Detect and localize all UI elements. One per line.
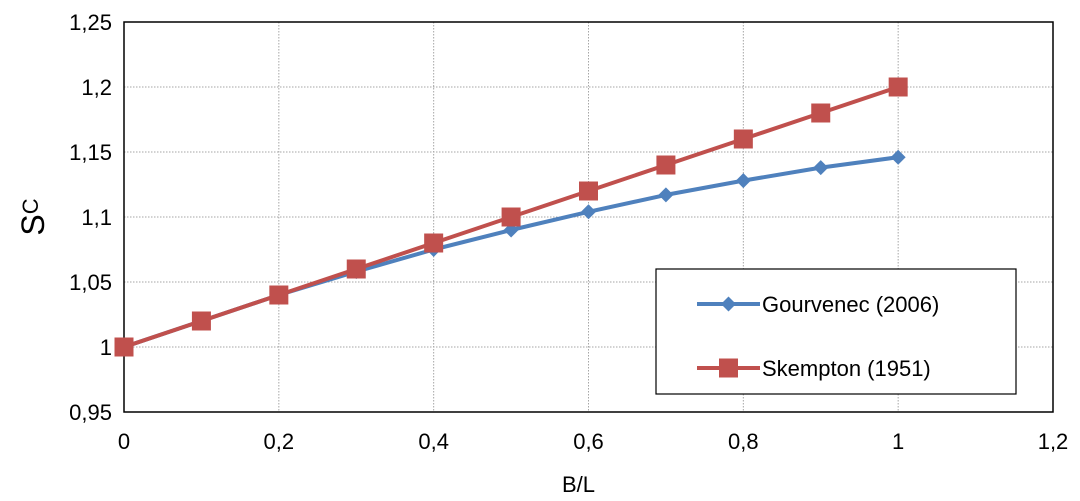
data-point (191, 311, 211, 331)
x-tick-labels: 0 0,2 0,4 0,6 0,8 1 1,2 (118, 429, 1068, 454)
x-axis-title: B/L (562, 472, 595, 497)
data-point (890, 149, 906, 165)
data-point (811, 103, 831, 123)
legend-item: Skempton (1951) (697, 356, 931, 381)
data-point (579, 181, 598, 201)
x-tick-label: 0 (118, 429, 130, 454)
square-marker-icon (719, 358, 738, 378)
y-tick-label: 0,95 (69, 400, 112, 425)
x-tick-label: 1,2 (1038, 429, 1069, 454)
legend-label: Gourvenec (2006) (762, 292, 939, 317)
x-tick-label: 0,2 (264, 429, 295, 454)
data-point (888, 77, 908, 97)
legend-label: Skempton (1951) (762, 356, 931, 381)
y-tick-label: 1,05 (69, 270, 112, 295)
y-tick-label: 1 (100, 335, 112, 360)
y-axis-title-sub: C (18, 198, 43, 214)
y-axis-title: SC (15, 198, 51, 235)
y-tick-label: 1,15 (69, 140, 112, 165)
series-layer (114, 77, 908, 357)
x-tick-label: 1 (892, 429, 904, 454)
y-tick-label: 1,1 (81, 205, 112, 230)
data-point (269, 285, 289, 305)
data-point (658, 187, 674, 203)
legend-item: Gourvenec (2006) (697, 292, 939, 317)
y-tick-labels: 0,95 1 1,05 1,1 1,15 1,2 1,25 (69, 10, 112, 425)
y-tick-label: 1,2 (81, 75, 112, 100)
data-point (114, 337, 134, 357)
data-point (581, 204, 596, 220)
diamond-marker-icon (721, 296, 736, 312)
data-point (501, 207, 521, 227)
y-axis-title-main: S (15, 214, 51, 235)
x-tick-label: 0,8 (728, 429, 759, 454)
legend: Gourvenec (2006) Skempton (1951) (655, 268, 1017, 395)
x-tick-label: 0,6 (573, 429, 604, 454)
data-point (346, 259, 366, 279)
data-point (656, 155, 676, 175)
y-tick-label: 1,25 (69, 10, 112, 35)
series-skempton (114, 77, 908, 357)
data-point (813, 160, 829, 176)
plot-area-frame (123, 21, 1054, 413)
data-point (424, 233, 444, 253)
legend-box (655, 268, 1017, 395)
legend-items: Gourvenec (2006) Skempton (1951) (697, 292, 939, 381)
data-point (735, 173, 751, 189)
data-point (733, 129, 753, 149)
x-tick-label: 0,4 (418, 429, 449, 454)
